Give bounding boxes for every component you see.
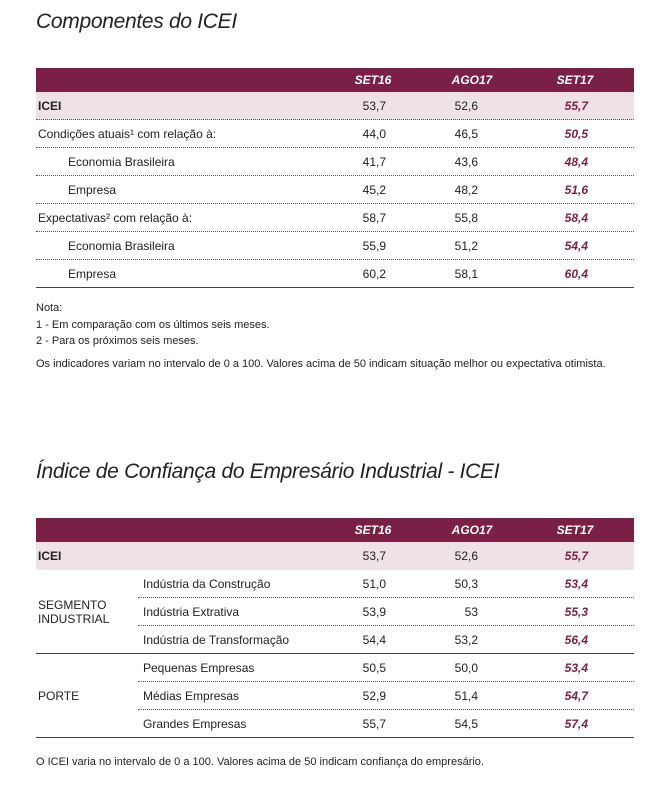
cell-value: 54,5 <box>454 717 478 731</box>
row-rule <box>138 681 634 682</box>
cell-value: 43,6 <box>454 155 478 169</box>
cell-value: 48,2 <box>454 183 478 197</box>
cell-value: 52,6 <box>454 99 478 113</box>
row-label: Pequenas Empresas <box>143 661 255 675</box>
cell-value: 46,5 <box>454 127 478 141</box>
cell-value: 52,6 <box>454 549 478 563</box>
column-header: SET16 <box>354 73 392 87</box>
cell-value: 41,7 <box>362 155 386 169</box>
cell-value: 55,7 <box>362 717 386 731</box>
cell-value: 45,2 <box>362 183 386 197</box>
column-header: SET16 <box>354 523 392 537</box>
cell-value: 51,6 <box>564 183 588 197</box>
cell-value: 50,5 <box>564 127 588 141</box>
table-header <box>36 518 634 542</box>
row-label: Expectativas² com relação à: <box>38 211 193 225</box>
group-label: PORTE <box>38 689 80 703</box>
cell-value: 53,7 <box>362 99 386 113</box>
row-label: Grandes Empresas <box>143 717 247 731</box>
cell-value: 56,4 <box>564 633 588 647</box>
row-label: Indústria Extrativa <box>143 605 240 619</box>
cell-value: 54,4 <box>564 239 588 253</box>
column-header: SET17 <box>556 73 594 87</box>
row-rule <box>36 119 634 120</box>
row-rule <box>36 175 634 176</box>
cell-value: 50,5 <box>362 661 386 675</box>
cell-value: 57,4 <box>564 717 588 731</box>
row-rule <box>36 259 634 260</box>
cell-value: 55,3 <box>564 605 588 619</box>
row-label: ICEI <box>38 99 62 113</box>
column-header: AGO17 <box>451 73 493 87</box>
row-rule <box>138 597 634 598</box>
cell-value: 58,1 <box>454 267 478 281</box>
row-rule <box>36 737 634 738</box>
group-label: SEGMENTO INDUSTRIAL <box>38 598 110 626</box>
cell-value: 53,4 <box>564 577 588 591</box>
row-shade <box>36 542 634 570</box>
note: 1 - Em comparação com os últimos seis me… <box>36 319 270 331</box>
row-rule <box>138 709 634 710</box>
cell-value: 53,4 <box>564 661 588 675</box>
row-label: Condições atuais¹ com relação à: <box>38 127 217 141</box>
column-header: SET17 <box>556 523 594 537</box>
row-rule <box>36 203 634 204</box>
row-rule <box>36 147 634 148</box>
cell-value: 51,0 <box>362 577 386 591</box>
row-label: Médias Empresas <box>143 689 240 703</box>
cell-value: 58,4 <box>564 211 588 225</box>
cell-value: 53,2 <box>454 633 478 647</box>
note: O ICEI varia no intervalo de 0 a 100. Va… <box>36 756 484 768</box>
row-shade <box>36 92 634 120</box>
row-rule <box>36 287 634 288</box>
cell-value: 50,0 <box>454 661 478 675</box>
note-heading: Nota: <box>36 302 63 314</box>
row-rule <box>36 653 634 654</box>
row-label: Economia Brasileira <box>68 239 175 253</box>
cell-value: 48,4 <box>564 155 588 169</box>
cell-value: 58,7 <box>362 211 386 225</box>
row-label: Empresa <box>68 267 117 281</box>
cell-value: 53 <box>464 605 478 619</box>
cell-value: 50,3 <box>454 577 478 591</box>
row-label: Economia Brasileira <box>68 155 175 169</box>
note: 2 - Para os próximos seis meses. <box>36 335 199 347</box>
cell-value: 52,9 <box>362 689 386 703</box>
cell-value: 55,8 <box>454 211 478 225</box>
cell-value: 51,2 <box>454 239 478 253</box>
cell-value: 60,2 <box>362 267 386 281</box>
row-label: Indústria da Construção <box>143 577 271 591</box>
cell-value: 53,7 <box>362 549 386 563</box>
column-header: AGO17 <box>451 523 493 537</box>
cell-value: 55,7 <box>564 549 588 563</box>
section-title: Índice de Confiança do Empresário Indust… <box>36 460 500 483</box>
table-header <box>36 68 634 92</box>
row-rule <box>138 625 634 626</box>
cell-value: 60,4 <box>564 267 588 281</box>
cell-value: 55,9 <box>362 239 386 253</box>
row-label: Indústria de Transformação <box>143 633 290 647</box>
row-label: Empresa <box>68 183 117 197</box>
cell-value: 53,9 <box>362 605 386 619</box>
cell-value: 44,0 <box>362 127 386 141</box>
cell-value: 54,7 <box>564 689 588 703</box>
row-rule <box>36 231 634 232</box>
cell-value: 51,4 <box>454 689 478 703</box>
cell-value: 55,7 <box>564 99 588 113</box>
row-label: ICEI <box>38 549 62 563</box>
section-title: Componentes do ICEI <box>36 10 237 33</box>
cell-value: 54,4 <box>362 633 386 647</box>
note: Os indicadores variam no intervalo de 0 … <box>36 358 606 370</box>
